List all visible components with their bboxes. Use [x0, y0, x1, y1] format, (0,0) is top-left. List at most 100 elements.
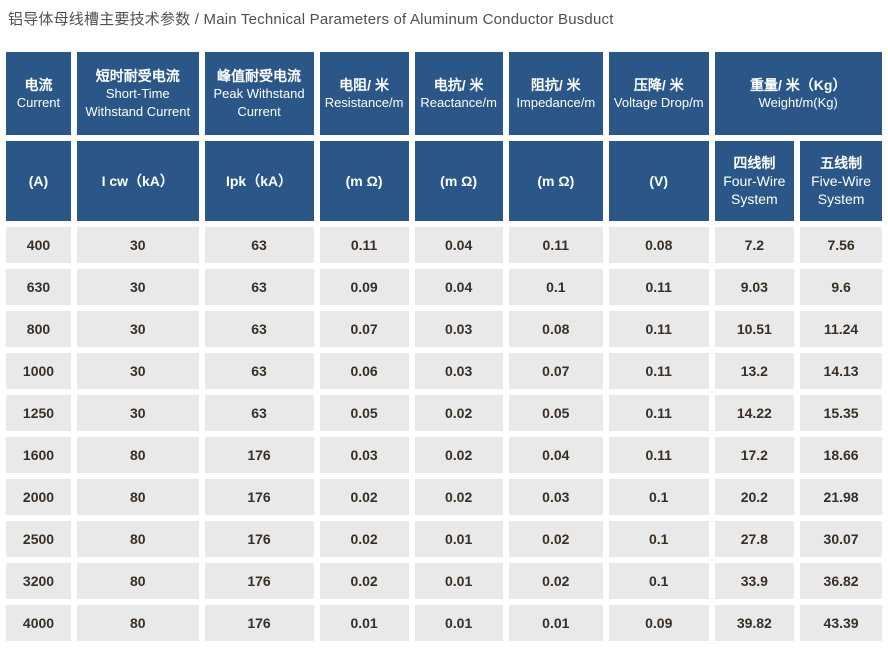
header-voltage-drop: 压降/ 米 Voltage Drop/m: [608, 52, 709, 135]
header-reactance: 电抗/ 米 Reactance/m: [414, 52, 503, 135]
unit-ipk-ka: Ipk（kA）: [204, 141, 314, 221]
cell-weight-four-wire: 33.9: [714, 563, 795, 599]
header-voltage-drop-en: Voltage Drop/m: [613, 94, 704, 110]
cell-resistance: 0.11: [319, 227, 409, 263]
cell-voltage-drop: 0.11: [608, 269, 709, 305]
cell-weight-four-wire: 7.2: [714, 227, 795, 263]
cell-resistance: 0.07: [319, 311, 409, 347]
cell-short-time-withstand: 80: [76, 479, 199, 515]
header-five-wire-zh: 五线制: [820, 155, 863, 171]
cell-impedance: 0.1: [508, 269, 603, 305]
table-row: 800 30 63 0.07 0.03 0.08 0.11 10.51 11.2…: [6, 311, 882, 347]
table-row: 1000 30 63 0.06 0.03 0.07 0.11 13.2 14.1…: [6, 353, 882, 389]
cell-reactance: 0.01: [414, 605, 503, 641]
cell-current: 630: [6, 269, 71, 305]
header-resistance: 电阻/ 米 Resistance/m: [319, 52, 409, 135]
header-row-units: (A) I cw（kA） Ipk（kA） (m Ω) (m Ω) (m Ω) (…: [6, 141, 882, 221]
cell-weight-four-wire: 27.8: [714, 521, 795, 557]
cell-weight-five-wire: 30.07: [800, 521, 882, 557]
header-weight: 重量/ 米（Kg） Weight/m(Kg): [714, 52, 882, 135]
cell-weight-five-wire: 15.35: [800, 395, 882, 431]
header-peak-withstand-zh: 峰值耐受电流: [217, 67, 302, 84]
table-row: 1600 80 176 0.03 0.02 0.04 0.11 17.2 18.…: [6, 437, 882, 473]
cell-short-time-withstand: 30: [76, 395, 199, 431]
table-row: 3200 80 176 0.02 0.01 0.02 0.1 33.9 36.8…: [6, 563, 882, 599]
cell-weight-five-wire: 11.24: [800, 311, 882, 347]
cell-impedance: 0.02: [508, 521, 603, 557]
cell-short-time-withstand: 80: [76, 437, 199, 473]
cell-voltage-drop: 0.11: [608, 395, 709, 431]
cell-current: 2500: [6, 521, 71, 557]
cell-weight-four-wire: 39.82: [714, 605, 795, 641]
cell-reactance: 0.02: [414, 395, 503, 431]
cell-impedance: 0.05: [508, 395, 603, 431]
cell-weight-four-wire: 20.2: [714, 479, 795, 515]
header-impedance-zh: 阻抗/ 米: [530, 76, 581, 93]
header-impedance: 阻抗/ 米 Impedance/m: [508, 52, 603, 135]
cell-impedance: 0.03: [508, 479, 603, 515]
cell-peak-withstand: 176: [204, 437, 314, 473]
table-row: 2000 80 176 0.02 0.02 0.03 0.1 20.2 21.9…: [6, 479, 882, 515]
header-current: 电流 Current: [6, 52, 71, 135]
header-reactance-zh: 电抗/ 米: [433, 76, 484, 93]
table-row: 630 30 63 0.09 0.04 0.1 0.11 9.03 9.6: [6, 269, 882, 305]
cell-short-time-withstand: 30: [76, 353, 199, 389]
cell-current: 1250: [6, 395, 71, 431]
header-short-time-withstand-en: Short-Time Withstand Current: [85, 85, 191, 119]
cell-weight-four-wire: 10.51: [714, 311, 795, 347]
header-four-wire: 四线制 Four-Wire System: [714, 141, 795, 221]
cell-short-time-withstand: 80: [76, 605, 199, 641]
cell-weight-five-wire: 7.56: [800, 227, 882, 263]
header-reactance-en: Reactance/m: [420, 94, 497, 110]
parameters-table: 电流 Current 短时耐受电流 Short-Time Withstand C…: [0, 46, 888, 647]
header-voltage-drop-zh: 压降/ 米: [633, 76, 684, 93]
cell-short-time-withstand: 30: [76, 311, 199, 347]
cell-voltage-drop: 0.08: [608, 227, 709, 263]
cell-weight-four-wire: 17.2: [714, 437, 795, 473]
cell-weight-four-wire: 9.03: [714, 269, 795, 305]
cell-impedance: 0.08: [508, 311, 603, 347]
cell-current: 2000: [6, 479, 71, 515]
header-peak-withstand-en: Peak Withstand Current: [213, 85, 305, 119]
cell-resistance: 0.09: [319, 269, 409, 305]
header-resistance-en: Resistance/m: [324, 94, 404, 110]
cell-reactance: 0.03: [414, 353, 503, 389]
cell-reactance: 0.01: [414, 563, 503, 599]
cell-reactance: 0.04: [414, 269, 503, 305]
cell-weight-four-wire: 14.22: [714, 395, 795, 431]
cell-short-time-withstand: 30: [76, 227, 199, 263]
cell-current: 1600: [6, 437, 71, 473]
cell-peak-withstand: 176: [204, 479, 314, 515]
unit-icw-ka: I cw（kA）: [76, 141, 199, 221]
cell-weight-four-wire: 13.2: [714, 353, 795, 389]
cell-weight-five-wire: 14.13: [800, 353, 882, 389]
cell-peak-withstand: 63: [204, 227, 314, 263]
unit-volts: (V): [608, 141, 709, 221]
cell-current: 800: [6, 311, 71, 347]
table-row: 2500 80 176 0.02 0.01 0.02 0.1 27.8 30.0…: [6, 521, 882, 557]
unit-reactance-mohm: (m Ω): [414, 141, 503, 221]
table-row: 1250 30 63 0.05 0.02 0.05 0.11 14.22 15.…: [6, 395, 882, 431]
cell-resistance: 0.02: [319, 521, 409, 557]
cell-peak-withstand: 176: [204, 563, 314, 599]
cell-peak-withstand: 176: [204, 605, 314, 641]
cell-peak-withstand: 63: [204, 395, 314, 431]
header-row-names: 电流 Current 短时耐受电流 Short-Time Withstand C…: [6, 52, 882, 135]
cell-impedance: 0.11: [508, 227, 603, 263]
cell-reactance: 0.01: [414, 521, 503, 557]
header-five-wire: 五线制 Five-Wire System: [800, 141, 882, 221]
unit-impedance-mohm: (m Ω): [508, 141, 603, 221]
cell-reactance: 0.02: [414, 479, 503, 515]
cell-current: 400: [6, 227, 71, 263]
cell-impedance: 0.02: [508, 563, 603, 599]
table-body: 400 30 63 0.11 0.04 0.11 0.08 7.2 7.56 6…: [6, 227, 882, 641]
header-impedance-en: Impedance/m: [516, 94, 596, 110]
cell-short-time-withstand: 80: [76, 521, 199, 557]
header-current-zh: 电流: [24, 76, 53, 93]
cell-weight-five-wire: 36.82: [800, 563, 882, 599]
cell-resistance: 0.02: [319, 479, 409, 515]
header-peak-withstand: 峰值耐受电流 Peak Withstand Current: [204, 52, 314, 135]
page-title: 铝导体母线槽主要技术参数 / Main Technical Parameters…: [8, 11, 614, 28]
cell-current: 4000: [6, 605, 71, 641]
cell-voltage-drop: 0.1: [608, 521, 709, 557]
